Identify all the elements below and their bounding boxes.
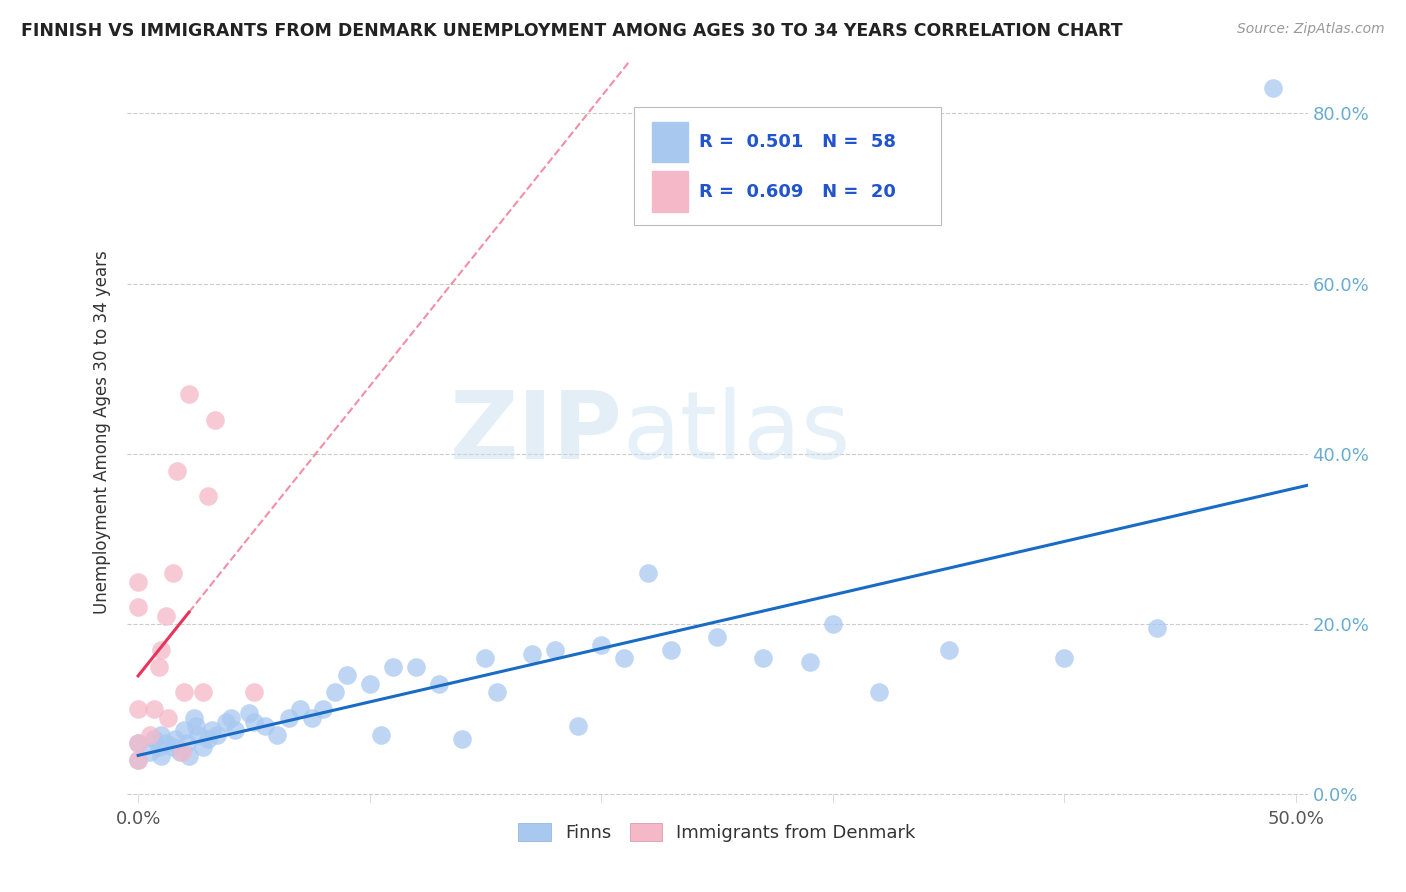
Point <box>148 740 170 755</box>
Point <box>162 566 184 580</box>
Point <box>197 731 219 746</box>
Point <box>474 651 496 665</box>
Text: ZIP: ZIP <box>450 386 623 479</box>
Point <box>197 490 219 504</box>
Point <box>127 600 149 615</box>
Point <box>821 617 844 632</box>
Point <box>301 711 323 725</box>
Point <box>637 566 659 580</box>
Point <box>184 719 207 733</box>
Point <box>359 676 381 690</box>
FancyBboxPatch shape <box>634 107 942 226</box>
Point <box>205 728 228 742</box>
Point <box>204 413 226 427</box>
Point <box>201 723 224 738</box>
Point <box>177 387 200 401</box>
Point <box>591 639 613 653</box>
Point <box>335 668 357 682</box>
Point <box>150 728 173 742</box>
Point <box>544 642 567 657</box>
Point <box>148 659 170 673</box>
Point <box>166 464 188 478</box>
Point <box>520 647 543 661</box>
Point <box>381 659 404 673</box>
Bar <box>652 121 688 162</box>
Point <box>277 711 299 725</box>
Point <box>238 706 260 721</box>
Point <box>752 651 775 665</box>
Text: R =  0.501   N =  58: R = 0.501 N = 58 <box>699 133 897 151</box>
Point <box>173 723 195 738</box>
Point <box>143 731 166 746</box>
Point <box>224 723 246 738</box>
Point <box>266 728 288 742</box>
Point <box>157 711 180 725</box>
Point <box>191 740 214 755</box>
Text: R =  0.609   N =  20: R = 0.609 N = 20 <box>699 183 896 201</box>
Point <box>427 676 450 690</box>
Text: FINNISH VS IMMIGRANTS FROM DENMARK UNEMPLOYMENT AMONG AGES 30 TO 34 YEARS CORREL: FINNISH VS IMMIGRANTS FROM DENMARK UNEMP… <box>21 22 1123 40</box>
Bar <box>652 171 688 212</box>
Point <box>868 685 890 699</box>
Point <box>138 728 160 742</box>
Point <box>127 753 149 767</box>
Y-axis label: Unemployment Among Ages 30 to 34 years: Unemployment Among Ages 30 to 34 years <box>93 251 111 615</box>
Point <box>799 656 821 670</box>
Point <box>127 736 149 750</box>
Point <box>613 651 636 665</box>
Point <box>215 714 238 729</box>
Point <box>219 711 242 725</box>
Point <box>1146 621 1168 635</box>
Point <box>127 702 149 716</box>
Legend: Finns, Immigrants from Denmark: Finns, Immigrants from Denmark <box>510 815 924 849</box>
Point <box>567 719 589 733</box>
Point <box>451 731 474 746</box>
Point <box>1261 81 1284 95</box>
Point <box>312 702 335 716</box>
Point <box>169 745 191 759</box>
Text: atlas: atlas <box>623 386 851 479</box>
Point <box>706 630 728 644</box>
Point <box>405 659 427 673</box>
Point <box>290 702 312 716</box>
Point <box>1053 651 1076 665</box>
Point <box>162 740 184 755</box>
Point <box>127 753 149 767</box>
Point <box>150 749 173 764</box>
Point <box>150 642 173 657</box>
Point <box>173 685 195 699</box>
Point <box>187 728 209 742</box>
Point <box>243 714 266 729</box>
Point <box>243 685 266 699</box>
Point <box>659 642 682 657</box>
Point <box>143 702 166 716</box>
Point <box>127 574 149 589</box>
Point <box>177 749 200 764</box>
Text: Source: ZipAtlas.com: Source: ZipAtlas.com <box>1237 22 1385 37</box>
Point <box>165 731 187 746</box>
Point <box>127 736 149 750</box>
Point <box>938 642 960 657</box>
Point <box>183 711 205 725</box>
Point <box>176 736 198 750</box>
Point <box>370 728 392 742</box>
Point <box>323 685 346 699</box>
Point <box>155 608 177 623</box>
Point <box>172 745 194 759</box>
Point <box>191 685 214 699</box>
Point <box>486 685 509 699</box>
Point <box>254 719 277 733</box>
Point <box>155 736 177 750</box>
Point <box>138 745 160 759</box>
